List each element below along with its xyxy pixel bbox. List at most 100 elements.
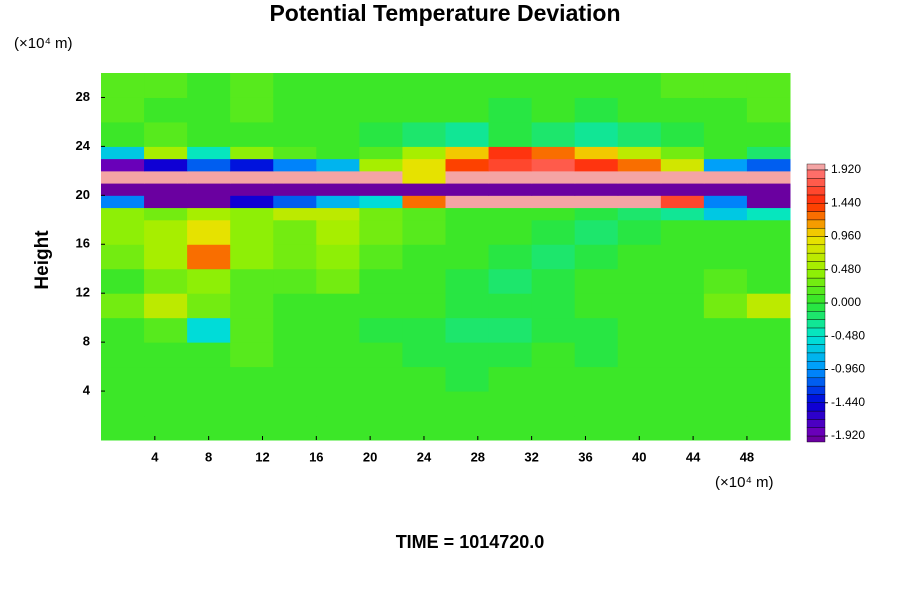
heat-cell	[359, 146, 403, 160]
heat-cell	[316, 366, 360, 392]
heat-cell	[359, 121, 403, 147]
heat-cell	[230, 158, 274, 172]
colorbar-label: -1.440	[831, 395, 865, 409]
colorbar-band	[806, 394, 826, 403]
colorbar-band	[806, 311, 826, 320]
heat-cell	[273, 244, 317, 270]
colorbar-band	[806, 277, 826, 287]
heat-cell	[187, 121, 231, 147]
y-tick-label: 28	[76, 89, 90, 104]
heat-cell	[144, 73, 188, 98]
colorbar-band	[806, 261, 826, 270]
heat-cell	[617, 97, 662, 123]
heat-cell	[101, 158, 145, 172]
heat-cell	[187, 158, 231, 172]
heat-cell	[230, 244, 274, 270]
colorbar-band	[806, 385, 826, 395]
heat-cell	[359, 415, 403, 441]
heat-cell	[144, 293, 188, 319]
heat-cell	[359, 158, 403, 172]
heat-cell	[230, 317, 274, 343]
heat-cell	[574, 207, 619, 221]
heat-cell	[660, 121, 705, 147]
heat-cell	[402, 293, 446, 319]
heat-cell	[531, 170, 576, 184]
heat-cell	[144, 391, 188, 417]
heat-cell	[101, 170, 145, 184]
heat-cell	[574, 97, 619, 123]
heat-cell	[101, 244, 145, 270]
heat-cell	[746, 391, 791, 417]
heat-cell	[660, 219, 705, 245]
x-tick-label: 32	[524, 449, 538, 464]
heat-cell	[273, 146, 317, 160]
heat-cell	[230, 207, 274, 221]
colorbar-label: 0.000	[831, 295, 861, 309]
colorbar-band	[806, 377, 826, 387]
heat-cell	[531, 366, 576, 392]
heat-cell	[531, 146, 576, 160]
heat-cell	[531, 293, 576, 319]
heat-cell	[144, 170, 188, 184]
heat-cell	[187, 146, 231, 160]
heat-cell	[488, 342, 533, 368]
heat-cell	[316, 73, 360, 98]
heat-cell	[359, 293, 403, 319]
heat-cell	[230, 97, 274, 123]
heat-cell	[144, 366, 188, 392]
heat-cell	[187, 219, 231, 245]
heat-cell	[703, 391, 748, 417]
heat-cell	[101, 146, 145, 160]
heat-cell	[144, 121, 188, 147]
heat-cell	[101, 219, 145, 245]
heat-cell	[101, 268, 145, 294]
heat-cell	[402, 158, 446, 172]
colorbar-over	[806, 163, 826, 171]
heat-cell	[144, 342, 188, 368]
chart-title: Potential Temperature Deviation	[269, 0, 620, 26]
heat-cell	[101, 293, 145, 319]
x-tick-label: 4	[151, 449, 159, 464]
heat-cell	[488, 244, 533, 270]
heat-cell	[703, 317, 748, 343]
heat-cell	[617, 73, 662, 98]
heat-cell	[445, 391, 490, 417]
heat-cell	[531, 158, 576, 172]
heat-cell	[316, 268, 360, 294]
y-tick-label: 12	[76, 285, 90, 300]
heat-cell	[531, 415, 576, 441]
heat-cell	[187, 97, 231, 123]
heat-cell	[703, 183, 748, 196]
heat-cell	[660, 342, 705, 368]
heat-cell	[488, 146, 533, 160]
heat-cell	[574, 342, 619, 368]
heat-cell	[703, 342, 748, 368]
heat-cell	[574, 170, 619, 184]
heat-cell	[746, 146, 791, 160]
colorbar-band	[806, 360, 826, 370]
heat-cell	[101, 97, 145, 123]
heat-cell	[703, 268, 748, 294]
colorbar-band	[806, 336, 826, 345]
colorbar-band	[806, 252, 826, 262]
heat-cell	[531, 97, 576, 123]
heat-cell	[488, 366, 533, 392]
heat-cell	[617, 146, 662, 160]
heat-cell	[316, 183, 360, 196]
colorbar-band	[806, 286, 826, 295]
heat-cell	[703, 73, 748, 98]
heat-cell	[488, 268, 533, 294]
heat-cell	[660, 415, 705, 441]
heat-cell	[660, 366, 705, 392]
heat-cell	[660, 146, 705, 160]
heat-cell	[359, 207, 403, 221]
heat-cell	[101, 183, 145, 196]
heat-cell	[316, 207, 360, 221]
heat-cell	[488, 183, 533, 196]
heat-cell	[187, 183, 231, 196]
heat-cell	[488, 391, 533, 417]
heat-cell	[660, 293, 705, 319]
heat-cell	[574, 317, 619, 343]
heat-cell	[531, 121, 576, 147]
heat-cell	[703, 121, 748, 147]
